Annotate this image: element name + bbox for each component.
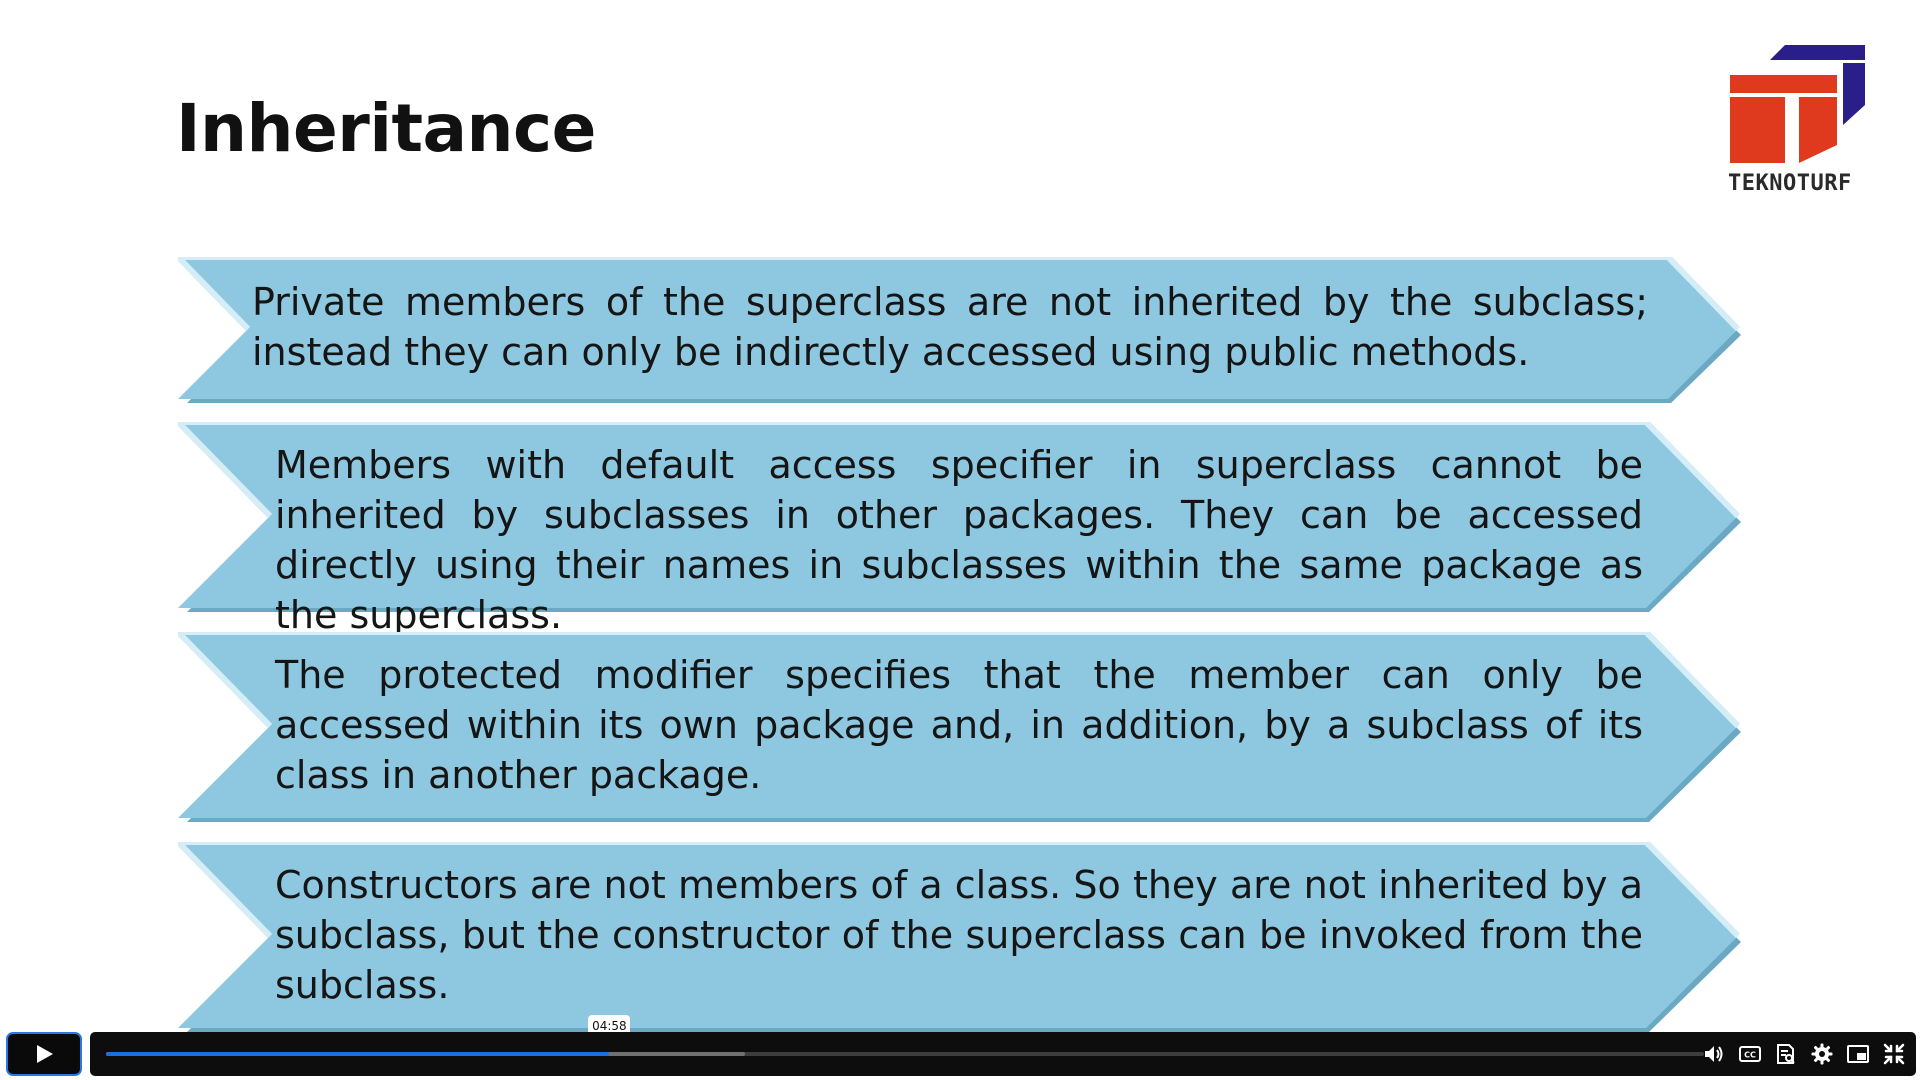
picture-in-picture-icon: [1847, 1045, 1869, 1063]
transcript-button[interactable]: [1772, 1040, 1800, 1068]
volume-icon: [1705, 1046, 1723, 1062]
progress-bar[interactable]: [106, 1052, 1704, 1056]
teknoturf-logo-mark: [1730, 45, 1865, 163]
chevron-point-2: Members with default access specifier in…: [178, 422, 1744, 637]
volume-button[interactable]: [1700, 1040, 1728, 1068]
chevron-point-3: The protected modifier specifies that th…: [178, 632, 1744, 824]
svg-text:CC: CC: [1744, 1051, 1756, 1060]
teknoturf-logo: TEKNOTURF: [1725, 45, 1870, 200]
exit-fullscreen-icon: [1883, 1043, 1905, 1065]
chevron-point-4: Constructors are not members of a class.…: [178, 842, 1744, 1034]
logo-wordmark: TEKNOTURF: [1728, 171, 1852, 196]
seek-time-tooltip: 04:58: [588, 1015, 631, 1037]
point-text-4: Constructors are not members of a class.…: [275, 863, 1643, 1007]
settings-button[interactable]: [1808, 1040, 1836, 1068]
chevron-shape: [178, 422, 1741, 612]
exit-fullscreen-button[interactable]: [1880, 1040, 1908, 1068]
point-text-2: Members with default access specifier in…: [275, 443, 1643, 637]
settings-icon: [1811, 1043, 1833, 1065]
chevron-point-1: Private members of the superclass are no…: [178, 257, 1744, 405]
control-bar: CC: [90, 1032, 1916, 1076]
chevron-shape: [178, 632, 1741, 822]
point-text-3: The protected modifier specifies that th…: [275, 653, 1643, 797]
control-icons: CC: [1700, 1032, 1908, 1076]
picture-in-picture-button[interactable]: [1844, 1040, 1872, 1068]
player-controls: CC: [0, 1028, 1920, 1080]
chevron-shape: [178, 842, 1741, 1032]
play-button[interactable]: [6, 1032, 82, 1076]
captions-button[interactable]: CC: [1736, 1040, 1764, 1068]
chevron-shape: [178, 257, 1741, 403]
transcript-icon: [1777, 1044, 1795, 1064]
slide-title: Inheritance: [176, 90, 596, 167]
play-icon: [37, 1045, 53, 1063]
progress-played: [106, 1052, 610, 1056]
captions-icon: CC: [1739, 1046, 1761, 1062]
point-text-1: Private members of the superclass are no…: [252, 280, 1648, 374]
